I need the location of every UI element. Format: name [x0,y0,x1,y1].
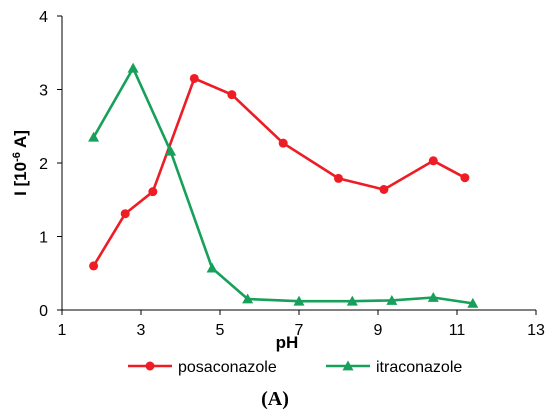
y-axis-title: I [10-6 A] [11,130,30,196]
legend-item-posaconazole: posaconazole [128,359,277,376]
x-tick-label: 9 [374,322,383,339]
data-point-posaconazole [379,184,389,194]
x-tick-label: 1 [58,322,67,339]
labels: pH I [10-6 A] [11,130,298,352]
data-point-posaconazole [428,156,438,166]
data-point-itraconazole [293,295,305,306]
data-point-posaconazole [460,173,470,183]
legend: posaconazole itraconazole [128,359,462,376]
data-point-posaconazole [89,261,99,271]
x-axis-title: pH [276,333,299,352]
y-tick-label: 4 [39,9,48,26]
series-line-posaconazole [92,77,466,267]
legend-item-itraconazole: itraconazole [326,359,462,376]
series-itraconazole [88,62,479,308]
data-point-itraconazole [346,295,358,306]
legend-label: posaconazole [178,359,277,376]
x-tick-label: 11 [449,322,466,339]
series-layer [88,62,479,308]
data-point-posaconazole [120,209,130,219]
data-point-itraconazole [386,294,398,305]
x-tick-label: 13 [527,322,545,339]
data-point-posaconazole [334,173,343,183]
y-tick-label: 0 [39,303,48,320]
x-tick-label: 7 [295,322,304,339]
data-point-posaconazole [227,90,237,100]
legend-label: itraconazole [376,359,462,376]
x-tick-label: 3 [137,322,146,339]
data-point-itraconazole [206,262,218,273]
x-tick-label: 5 [216,322,225,339]
panel-label: (A) [261,388,289,410]
data-point-posaconazole [148,187,158,197]
y-tick-label: 3 [39,83,48,100]
data-point-itraconazole [165,145,177,156]
y-tick-label: 1 [39,230,48,247]
data-point-itraconazole [88,131,100,142]
data-point-itraconazole [127,62,139,73]
data-point-itraconazole [427,292,439,302]
legend-swatch-marker [145,361,155,371]
y-tick-label: 2 [39,156,48,173]
data-point-itraconazole [242,293,254,304]
data-point-posaconazole [278,138,288,148]
series-line-itraconazole [92,66,473,305]
data-point-itraconazole [467,297,479,308]
series-posaconazole [89,73,470,271]
data-point-posaconazole [189,73,199,83]
legend-swatch-marker [342,360,354,371]
